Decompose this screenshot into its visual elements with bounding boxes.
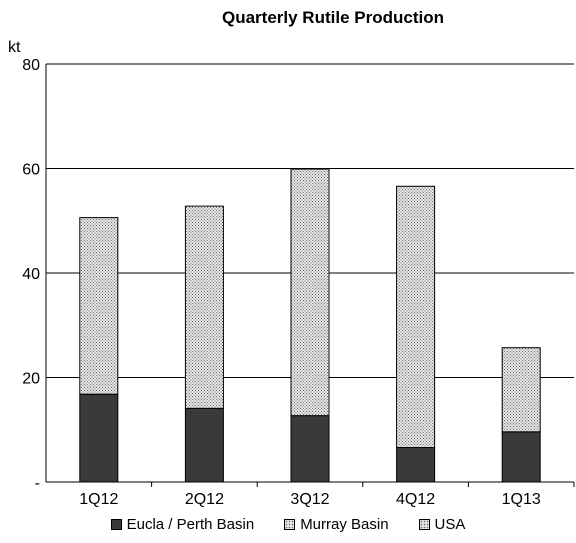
y-tick-label: - xyxy=(35,475,40,492)
x-tick-label: 3Q12 xyxy=(290,491,329,508)
x-tick-label: 2Q12 xyxy=(185,491,224,508)
bar-segment xyxy=(79,217,119,395)
bar-segment xyxy=(290,168,330,417)
bar-segment xyxy=(290,415,330,483)
legend-swatch xyxy=(418,519,430,530)
legend-item: Murray Basin xyxy=(284,516,389,533)
legend-item: Eucla / Perth Basin xyxy=(110,516,255,533)
legend-swatch xyxy=(284,519,296,530)
legend-label: Eucla / Perth Basin xyxy=(126,516,255,533)
x-tick-label: 1Q13 xyxy=(502,491,541,508)
bar-segment xyxy=(79,393,119,483)
bar-segment xyxy=(501,431,541,483)
x-tick-label: 1Q12 xyxy=(79,491,118,508)
legend-item: USA xyxy=(418,516,466,533)
legend-label: USA xyxy=(434,516,466,533)
y-tick-label: 40 xyxy=(22,266,40,283)
bars xyxy=(79,168,541,483)
y-tick-label: 80 xyxy=(22,57,40,74)
y-tick-label: 20 xyxy=(22,371,40,388)
legend-swatch xyxy=(110,519,122,530)
bar-segment xyxy=(396,447,436,483)
legend-label: Murray Basin xyxy=(300,516,389,533)
x-tick-label: 4Q12 xyxy=(396,491,435,508)
chart-title: Quarterly Rutile Production xyxy=(222,8,444,27)
bar-segment xyxy=(184,205,224,409)
bar-segment xyxy=(184,407,224,483)
bar-segment xyxy=(501,347,541,433)
bar-segment xyxy=(396,185,436,449)
axes xyxy=(45,64,575,487)
tick-labels: - 20 40 60 80 1Q12 2Q12 3Q12 4Q12 1Q13 xyxy=(22,57,541,508)
y-tick-label: 60 xyxy=(22,162,40,179)
legend: Eucla / Perth Basin Murray Basin USA xyxy=(0,516,576,533)
y-axis-label: kt xyxy=(8,39,21,56)
